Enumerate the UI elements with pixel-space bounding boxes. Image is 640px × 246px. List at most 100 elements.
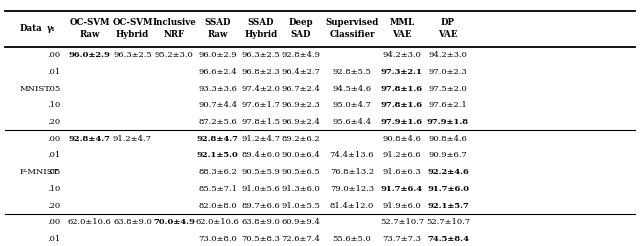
Text: 97.3±2.1: 97.3±2.1: [381, 68, 423, 76]
Text: 96.7±2.4: 96.7±2.4: [282, 85, 320, 92]
Text: 89.2±6.2: 89.2±6.2: [282, 135, 320, 143]
Text: 97.9±1.8: 97.9±1.8: [427, 118, 469, 126]
Text: 92.8±4.9: 92.8±4.9: [282, 51, 320, 59]
Text: DP: DP: [441, 18, 455, 27]
Text: 97.0±2.3: 97.0±2.3: [429, 68, 467, 76]
Text: VAE: VAE: [438, 30, 458, 39]
Text: 95.2±3.0: 95.2±3.0: [155, 51, 193, 59]
Text: .10: .10: [47, 101, 60, 109]
Text: 97.8±1.6: 97.8±1.6: [381, 85, 423, 92]
Text: 91.2±4.7: 91.2±4.7: [242, 135, 280, 143]
Text: 97.8±1.5: 97.8±1.5: [242, 118, 280, 126]
Text: Deep: Deep: [289, 18, 313, 27]
Text: 96.8±2.3: 96.8±2.3: [242, 68, 280, 76]
Text: 90.7±4.4: 90.7±4.4: [198, 101, 237, 109]
Text: 87.2±5.6: 87.2±5.6: [198, 118, 237, 126]
Text: MML: MML: [389, 18, 415, 27]
Text: SSAD: SSAD: [248, 18, 275, 27]
Text: 92.1±5.7: 92.1±5.7: [427, 202, 469, 210]
Text: 63.8±9.0: 63.8±9.0: [113, 218, 152, 226]
Text: Hybrid: Hybrid: [244, 30, 278, 39]
Text: 92.8±5.5: 92.8±5.5: [333, 68, 371, 76]
Text: .10: .10: [47, 185, 60, 193]
Text: .00: .00: [47, 51, 60, 59]
Text: 92.8±4.7: 92.8±4.7: [196, 135, 239, 143]
Text: 91.9±6.0: 91.9±6.0: [383, 202, 421, 210]
Text: 91.3±6.0: 91.3±6.0: [282, 185, 320, 193]
Text: Classifier: Classifier: [329, 30, 375, 39]
Text: 91.2±6.6: 91.2±6.6: [383, 152, 421, 159]
Text: 89.4±6.0: 89.4±6.0: [242, 152, 280, 159]
Text: 73.7±7.3: 73.7±7.3: [383, 235, 421, 243]
Text: 88.3±6.2: 88.3±6.2: [198, 168, 237, 176]
Text: 90.5±6.5: 90.5±6.5: [282, 168, 320, 176]
Text: F-MNIST: F-MNIST: [19, 168, 58, 176]
Text: Raw: Raw: [207, 30, 228, 39]
Text: 97.6±1.7: 97.6±1.7: [242, 101, 280, 109]
Text: .01: .01: [47, 152, 60, 159]
Text: 52.7±10.7: 52.7±10.7: [380, 218, 424, 226]
Text: 91.6±6.3: 91.6±6.3: [383, 168, 421, 176]
Text: 90.9±6.7: 90.9±6.7: [429, 152, 467, 159]
Text: 91.7±6.4: 91.7±6.4: [381, 185, 423, 193]
Text: 91.7±6.0: 91.7±6.0: [427, 185, 469, 193]
Text: 94.2±3.0: 94.2±3.0: [429, 51, 467, 59]
Text: 92.1±5.0: 92.1±5.0: [196, 152, 239, 159]
Text: 55.6±5.0: 55.6±5.0: [333, 235, 371, 243]
Text: 97.4±2.0: 97.4±2.0: [242, 85, 280, 92]
Text: 92.8±4.7: 92.8±4.7: [68, 135, 111, 143]
Text: 63.8±9.0: 63.8±9.0: [242, 218, 280, 226]
Text: 81.4±12.0: 81.4±12.0: [330, 202, 374, 210]
Text: MNIST: MNIST: [19, 85, 50, 92]
Text: 90.8±4.6: 90.8±4.6: [383, 135, 421, 143]
Text: Supervised: Supervised: [325, 18, 379, 27]
Text: 94.2±3.0: 94.2±3.0: [383, 51, 421, 59]
Text: 96.0±2.9: 96.0±2.9: [198, 51, 237, 59]
Text: 96.9±2.4: 96.9±2.4: [282, 118, 320, 126]
Text: 92.2±4.6: 92.2±4.6: [427, 168, 469, 176]
Text: 90.0±6.4: 90.0±6.4: [282, 152, 320, 159]
Text: OC-SVM: OC-SVM: [69, 18, 110, 27]
Text: 74.5±8.4: 74.5±8.4: [427, 235, 469, 243]
Text: 97.6±2.1: 97.6±2.1: [429, 101, 467, 109]
Text: 94.5±4.6: 94.5±4.6: [332, 85, 372, 92]
Text: 91.0±5.6: 91.0±5.6: [242, 185, 280, 193]
Text: 76.8±13.2: 76.8±13.2: [330, 168, 374, 176]
Text: SSAD: SSAD: [204, 18, 231, 27]
Text: 62.0±10.6: 62.0±10.6: [68, 218, 111, 226]
Text: 95.6±4.4: 95.6±4.4: [332, 118, 372, 126]
Text: SAD: SAD: [291, 30, 311, 39]
Text: 74.4±13.6: 74.4±13.6: [330, 152, 374, 159]
Text: 72.6±7.4: 72.6±7.4: [282, 235, 320, 243]
Text: 96.9±2.3: 96.9±2.3: [282, 101, 320, 109]
Text: 97.9±1.6: 97.9±1.6: [381, 118, 423, 126]
Text: 96.3±2.5: 96.3±2.5: [113, 51, 152, 59]
Text: 96.4±2.7: 96.4±2.7: [282, 68, 320, 76]
Text: OC-SVM: OC-SVM: [112, 18, 153, 27]
Text: 90.8±4.6: 90.8±4.6: [429, 135, 467, 143]
Text: Data: Data: [19, 24, 42, 33]
Text: 62.0±10.6: 62.0±10.6: [196, 218, 239, 226]
Text: NRF: NRF: [163, 30, 185, 39]
Text: Raw: Raw: [79, 30, 100, 39]
Text: 73.0±8.0: 73.0±8.0: [198, 235, 237, 243]
Text: 85.5±7.1: 85.5±7.1: [198, 185, 237, 193]
Text: .00: .00: [47, 218, 60, 226]
Text: 79.0±12.3: 79.0±12.3: [330, 185, 374, 193]
Text: .20: .20: [47, 202, 60, 210]
Text: .05: .05: [47, 85, 60, 92]
Text: 90.5±5.9: 90.5±5.9: [242, 168, 280, 176]
Text: 89.7±6.6: 89.7±6.6: [242, 202, 280, 210]
Text: 60.9±9.4: 60.9±9.4: [282, 218, 320, 226]
Text: 97.8±1.6: 97.8±1.6: [381, 101, 423, 109]
Text: 93.3±3.6: 93.3±3.6: [198, 85, 237, 92]
Text: 96.6±2.4: 96.6±2.4: [198, 68, 237, 76]
Text: 95.0±4.7: 95.0±4.7: [333, 101, 371, 109]
Text: 82.0±8.0: 82.0±8.0: [198, 202, 237, 210]
Text: 70.5±8.3: 70.5±8.3: [242, 235, 280, 243]
Text: Hybrid: Hybrid: [116, 30, 149, 39]
Text: VAE: VAE: [392, 30, 412, 39]
Text: 96.3±2.5: 96.3±2.5: [242, 51, 280, 59]
Text: 52.7±10.7: 52.7±10.7: [426, 218, 470, 226]
Text: 91.2±4.7: 91.2±4.7: [113, 135, 152, 143]
